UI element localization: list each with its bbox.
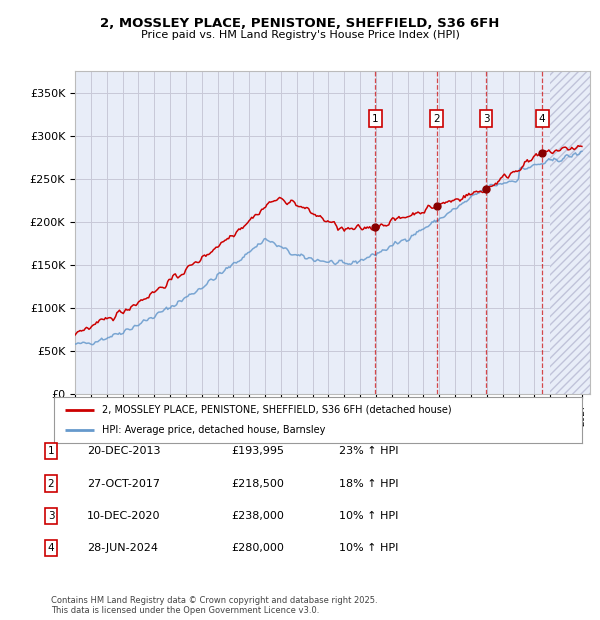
Text: £193,995: £193,995	[231, 446, 284, 456]
Text: 1: 1	[372, 113, 379, 123]
Text: 4: 4	[47, 543, 55, 553]
Text: 3: 3	[47, 511, 55, 521]
Text: 10% ↑ HPI: 10% ↑ HPI	[339, 543, 398, 553]
Text: 10-DEC-2020: 10-DEC-2020	[87, 511, 161, 521]
Text: 2: 2	[47, 479, 55, 489]
Text: 3: 3	[483, 113, 490, 123]
Text: 4: 4	[539, 113, 545, 123]
Text: HPI: Average price, detached house, Barnsley: HPI: Average price, detached house, Barn…	[101, 425, 325, 435]
Text: £218,500: £218,500	[231, 479, 284, 489]
Text: 1: 1	[47, 446, 55, 456]
Text: Contains HM Land Registry data © Crown copyright and database right 2025.
This d: Contains HM Land Registry data © Crown c…	[51, 596, 377, 615]
Text: 20-DEC-2013: 20-DEC-2013	[87, 446, 161, 456]
Text: 2, MOSSLEY PLACE, PENISTONE, SHEFFIELD, S36 6FH: 2, MOSSLEY PLACE, PENISTONE, SHEFFIELD, …	[100, 17, 500, 30]
Text: 28-JUN-2024: 28-JUN-2024	[87, 543, 158, 553]
Text: 23% ↑ HPI: 23% ↑ HPI	[339, 446, 398, 456]
Bar	[550, 71, 598, 394]
Text: 18% ↑ HPI: 18% ↑ HPI	[339, 479, 398, 489]
Bar	[550, 71, 598, 394]
Text: 10% ↑ HPI: 10% ↑ HPI	[339, 511, 398, 521]
Text: £280,000: £280,000	[231, 543, 284, 553]
Text: 2, MOSSLEY PLACE, PENISTONE, SHEFFIELD, S36 6FH (detached house): 2, MOSSLEY PLACE, PENISTONE, SHEFFIELD, …	[101, 405, 451, 415]
Text: 27-OCT-2017: 27-OCT-2017	[87, 479, 160, 489]
Text: 2: 2	[433, 113, 440, 123]
Text: Price paid vs. HM Land Registry's House Price Index (HPI): Price paid vs. HM Land Registry's House …	[140, 30, 460, 40]
Text: £238,000: £238,000	[231, 511, 284, 521]
